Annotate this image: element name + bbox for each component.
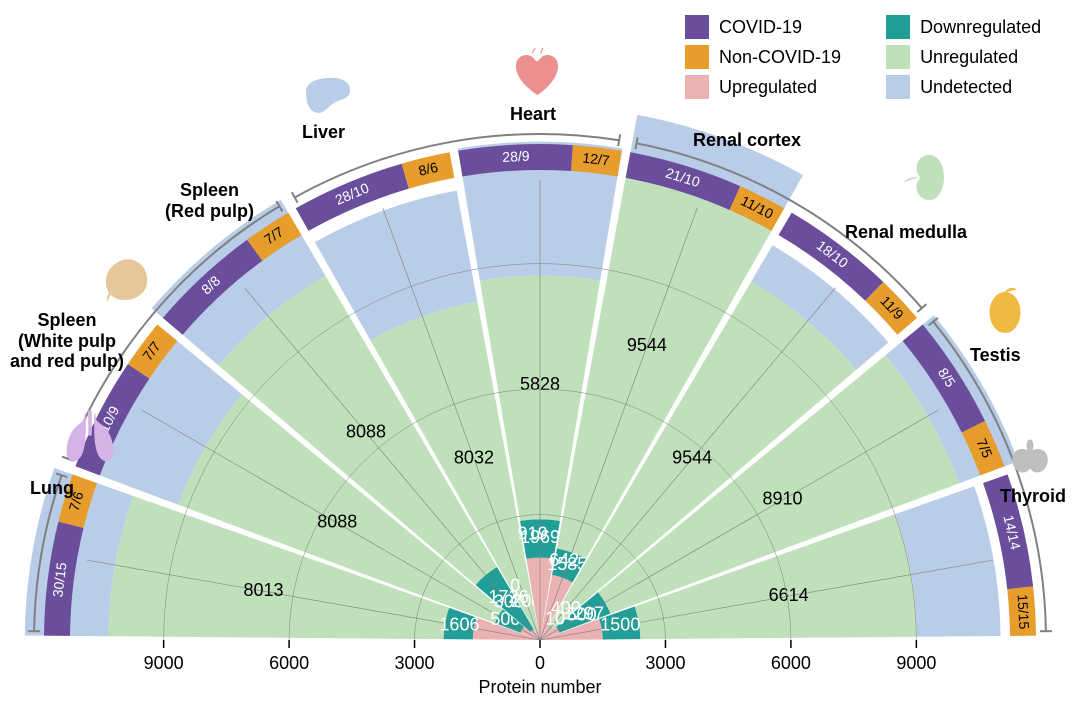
legend-item: COVID-19: [685, 12, 841, 42]
organ-label-heart: Heart: [510, 104, 556, 125]
legend-label: Downregulated: [920, 17, 1041, 38]
value-unregulated: 8088: [346, 421, 386, 441]
value-upregulated: 1606: [439, 615, 479, 635]
renal_medulla-icon: [895, 150, 950, 205]
legend-item: Unregulated: [886, 42, 1041, 72]
value-unregulated: 9544: [672, 447, 712, 467]
value-unregulated: 8013: [244, 580, 284, 600]
organ-label-renal_cortex: Renal cortex: [693, 130, 801, 151]
thyroid-icon: [1005, 430, 1055, 480]
axis-tick-label: 6000: [771, 653, 811, 673]
value-extra: 10: [545, 609, 565, 629]
organ-label-renal_medulla: Renal medulla: [845, 222, 967, 243]
value-unregulated: 8088: [317, 512, 357, 532]
heart-icon: [510, 45, 565, 100]
axis-tick-label: 6000: [269, 653, 309, 673]
legend-item: Upregulated: [685, 72, 841, 102]
ring-covid-text: 28/9: [502, 148, 530, 165]
ring-noncovid-text: 12/7: [582, 149, 611, 168]
axis-tick-label: 9000: [896, 653, 936, 673]
value-extra: 642: [549, 550, 579, 570]
legend-label: Non-COVID-19: [719, 47, 841, 68]
legend: COVID-19 Non-COVID-19 Upregulated Downre…: [685, 12, 1041, 102]
legend-swatch: [685, 45, 709, 69]
axis-tick-label: 0: [535, 653, 545, 673]
legend-swatch: [685, 15, 709, 39]
value-unregulated: 8910: [763, 489, 803, 509]
legend-item: Non-COVID-19: [685, 42, 841, 72]
group-arc-cap: [618, 134, 620, 146]
value-unregulated: 8032: [454, 447, 494, 467]
legend-item: Undetected: [886, 72, 1041, 102]
value-unregulated: 9544: [627, 335, 667, 355]
organ-label-lung: Lung: [30, 478, 74, 499]
legend-swatch: [886, 45, 910, 69]
organ-label-thyroid: Thyroid: [1000, 486, 1066, 507]
legend-swatch: [886, 15, 910, 39]
legend-label: Upregulated: [719, 77, 817, 98]
legend-label: Unregulated: [920, 47, 1018, 68]
value-extra: 1726: [489, 587, 529, 607]
axis-tick-label: 9000: [144, 653, 184, 673]
value-extra: 0: [510, 576, 520, 596]
value-upregulated: 1500: [600, 615, 640, 635]
value-unregulated: 6614: [769, 585, 809, 605]
axis-title: Protein number: [478, 677, 601, 697]
axis-tick-label: 3000: [395, 653, 435, 673]
legend-col-2: Downregulated Unregulated Undetected: [886, 12, 1041, 102]
legend-label: COVID-19: [719, 17, 802, 38]
value-unregulated: 5828: [520, 374, 560, 394]
lung-icon: [60, 405, 120, 465]
value-extra: 1297: [564, 603, 604, 623]
organ-label-testis: Testis: [970, 345, 1021, 366]
legend-col-1: COVID-19 Non-COVID-19 Upregulated: [685, 12, 841, 102]
value-extra: 919: [518, 524, 548, 544]
legend-label: Undetected: [920, 77, 1012, 98]
spleen_wp_rp-icon: [100, 250, 155, 305]
ring-noncovid-text: 15/15: [1014, 594, 1032, 630]
legend-swatch: [886, 75, 910, 99]
legend-swatch: [685, 75, 709, 99]
axis-tick-label: 3000: [645, 653, 685, 673]
organ-label-spleen_wp_rp: Spleen (White pulp and red pulp): [10, 310, 124, 372]
liver-icon: [300, 70, 355, 125]
organ-label-liver: Liver: [302, 122, 345, 143]
organ-label-spleen_rp: Spleen (Red pulp): [165, 180, 254, 221]
testis-icon: [980, 285, 1030, 335]
legend-item: Downregulated: [886, 12, 1041, 42]
